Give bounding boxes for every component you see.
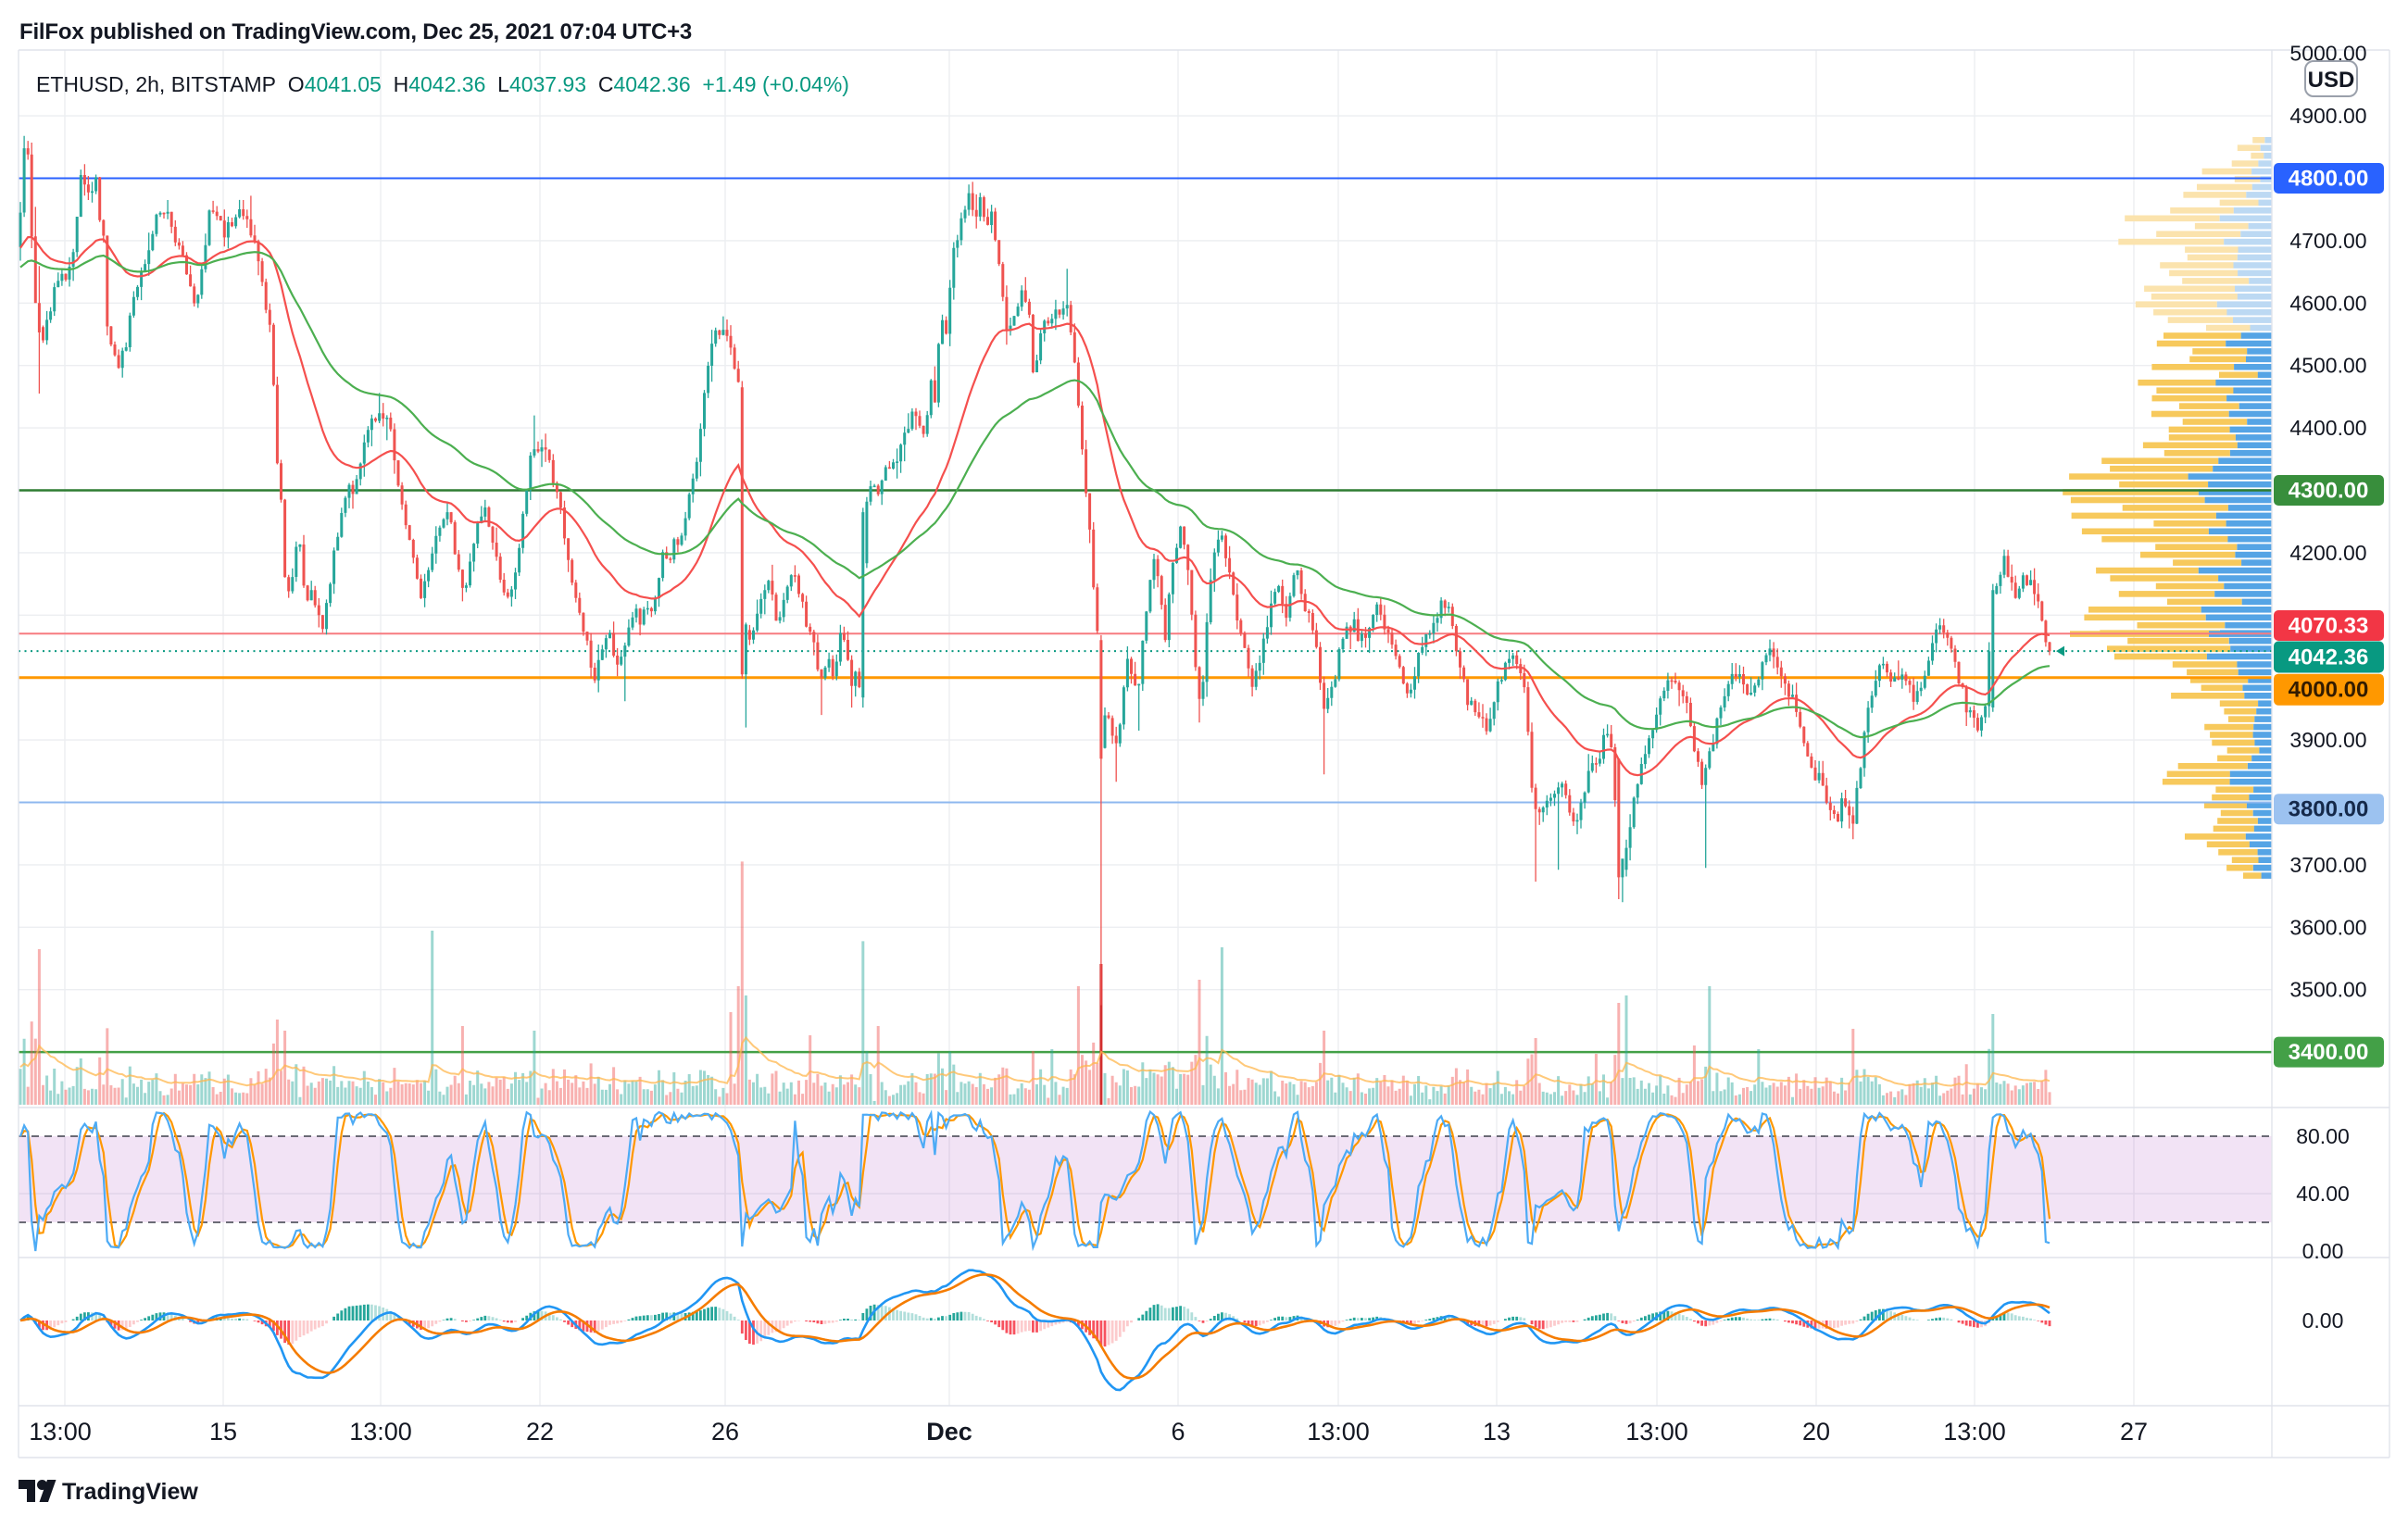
svg-text:13:00: 13:00 (1307, 1418, 1370, 1446)
svg-text:USD: USD (2308, 68, 2355, 93)
svg-text:3400.00: 3400.00 (2289, 1040, 2369, 1065)
svg-text:4400.00: 4400.00 (2289, 416, 2366, 440)
svg-text:26: 26 (711, 1418, 739, 1446)
svg-text:13:00: 13:00 (1943, 1418, 2006, 1446)
svg-text:40.00: 40.00 (2296, 1182, 2350, 1206)
svg-text:4070.33: 4070.33 (2289, 614, 2369, 639)
svg-text:13:00: 13:00 (349, 1418, 412, 1446)
svg-text:TradingView: TradingView (62, 1479, 198, 1505)
svg-text:22: 22 (526, 1418, 554, 1446)
svg-text:ETHUSD, 2h, BITSTAMP O4041.05: ETHUSD, 2h, BITSTAMP O4041.05 H4042.36 L… (36, 72, 849, 96)
svg-text:20: 20 (1802, 1418, 1830, 1446)
svg-text:13: 13 (1483, 1418, 1511, 1446)
svg-text:4900.00: 4900.00 (2289, 104, 2366, 128)
svg-text:FilFox published on TradingVie: FilFox published on TradingView.com, Dec… (19, 19, 692, 44)
svg-text:4700.00: 4700.00 (2289, 229, 2366, 253)
svg-text:4800.00: 4800.00 (2289, 167, 2369, 192)
svg-text:4042.36: 4042.36 (2289, 645, 2369, 670)
svg-text:4600.00: 4600.00 (2289, 291, 2366, 315)
svg-text:3600.00: 3600.00 (2289, 915, 2366, 939)
svg-text:4200.00: 4200.00 (2289, 541, 2366, 565)
svg-text:4500.00: 4500.00 (2289, 354, 2366, 378)
svg-text:0.00: 0.00 (2302, 1308, 2344, 1333)
svg-text:27: 27 (2120, 1418, 2148, 1446)
svg-text:4300.00: 4300.00 (2289, 479, 2369, 504)
svg-text:15: 15 (209, 1418, 237, 1446)
svg-text:3900.00: 3900.00 (2289, 728, 2366, 752)
svg-text:3700.00: 3700.00 (2289, 853, 2366, 877)
svg-text:4000.00: 4000.00 (2289, 678, 2369, 703)
svg-text:3800.00: 3800.00 (2289, 797, 2369, 822)
svg-text:6: 6 (1171, 1418, 1185, 1446)
svg-text:80.00: 80.00 (2296, 1124, 2350, 1148)
svg-text:0.00: 0.00 (2302, 1239, 2344, 1263)
svg-text:Dec: Dec (926, 1418, 972, 1446)
svg-text:13:00: 13:00 (1625, 1418, 1688, 1446)
svg-text:3500.00: 3500.00 (2289, 978, 2366, 1002)
svg-text:13:00: 13:00 (29, 1418, 92, 1446)
